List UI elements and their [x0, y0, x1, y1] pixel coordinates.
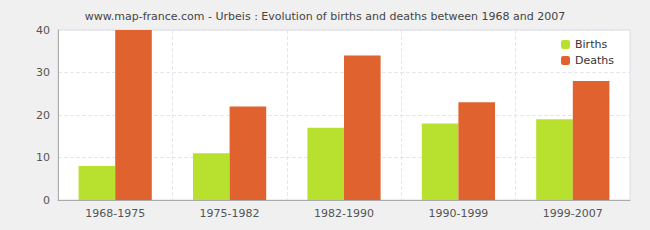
svg-text:1999-2007: 1999-2007 — [543, 207, 603, 220]
svg-text:10: 10 — [36, 151, 50, 164]
svg-text:40: 40 — [36, 24, 50, 37]
svg-text:1975-1982: 1975-1982 — [200, 207, 260, 220]
svg-text:20: 20 — [36, 109, 50, 122]
svg-text:30: 30 — [36, 66, 50, 79]
svg-text:www.map-france.com - Urbeis :: www.map-france.com - Urbeis : Evolution … — [85, 10, 565, 23]
svg-text:Deaths: Deaths — [575, 54, 614, 67]
svg-text:1990-1999: 1990-1999 — [428, 207, 488, 220]
svg-text:1968-1975: 1968-1975 — [85, 207, 145, 220]
svg-text:0: 0 — [43, 194, 50, 207]
svg-text:Births: Births — [575, 38, 607, 51]
svg-text:1982-1990: 1982-1990 — [314, 207, 374, 220]
